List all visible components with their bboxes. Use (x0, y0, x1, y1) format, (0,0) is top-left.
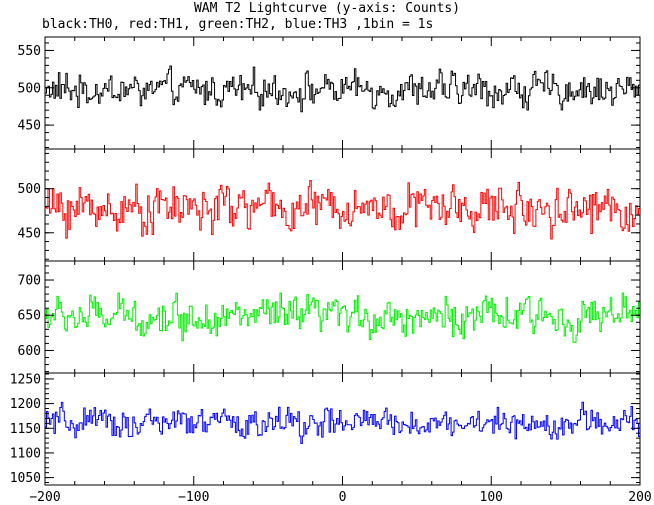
x-tick-label: 200 (628, 490, 651, 505)
chart-title: WAM T2 Lightcurve (y-axis: Counts) (193, 1, 461, 16)
y-tick-label-th1: 500 (18, 182, 41, 197)
y-tick-label-th3: 1050 (10, 471, 41, 486)
y-tick-label-th2: 600 (18, 344, 41, 359)
series-line-th0 (45, 65, 640, 113)
y-tick-label-th2: 650 (18, 309, 41, 324)
x-tick-label: −200 (29, 490, 60, 505)
y-tick-label-th3: 1200 (10, 397, 41, 412)
x-tick-label: 100 (480, 490, 503, 505)
y-tick-label-th0: 500 (18, 81, 41, 96)
x-tick-label: 0 (339, 490, 347, 505)
y-tick-label-th2: 700 (18, 274, 41, 289)
series-line-th1 (45, 180, 640, 240)
x-tick-label: −100 (178, 490, 209, 505)
y-tick-label-th0: 550 (18, 44, 41, 59)
y-tick-label-th3: 1100 (10, 446, 41, 461)
chart-subtitle: black:TH0, red:TH1, green:TH2, blue:TH3 … (42, 17, 434, 32)
y-tick-label-th1: 450 (18, 226, 41, 241)
series-line-th3 (45, 401, 640, 445)
y-tick-label-th3: 1150 (10, 422, 41, 437)
series-line-th2 (45, 292, 640, 343)
y-tick-label-th0: 450 (18, 119, 41, 134)
y-tick-label-th3: 1250 (10, 372, 41, 387)
